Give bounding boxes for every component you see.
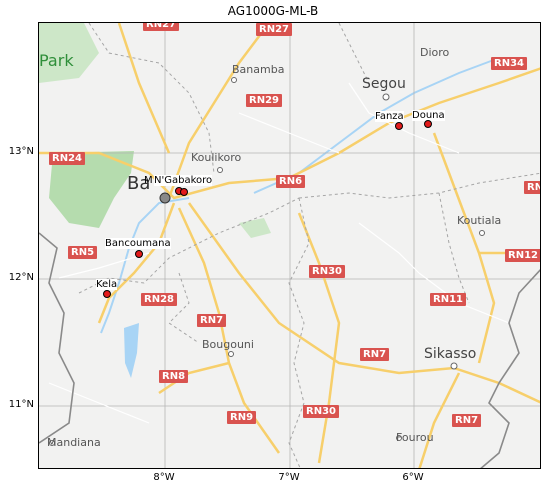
bougouni-label: Bougouni bbox=[202, 338, 254, 351]
site-label-fanzana: Fanza bbox=[375, 111, 404, 122]
road-shield: RN bbox=[524, 181, 540, 194]
x-tick-label: 6°W bbox=[402, 472, 424, 483]
map-title: AG1000G-ML-B bbox=[227, 4, 319, 18]
road-shield: RN11 bbox=[430, 293, 466, 306]
site-marker-ngabakoro-2[interactable] bbox=[180, 188, 188, 196]
road-shield: RN27 bbox=[143, 23, 179, 31]
road-shield: RN29 bbox=[246, 94, 282, 107]
sikasso-label: Sikasso bbox=[424, 346, 477, 362]
site-marker-douna[interactable] bbox=[424, 120, 432, 128]
river bbox=[100, 197, 190, 334]
map-panel[interactable]: Park Banamba Segou Dioro Koulikoro Ba Ko… bbox=[38, 22, 541, 469]
graticule bbox=[39, 23, 540, 468]
lake bbox=[124, 323, 139, 378]
y-tick-label: 12°N bbox=[8, 272, 34, 283]
site-label-bancoumana: Bancoumana bbox=[105, 238, 171, 249]
road-shield: RN8 bbox=[159, 370, 189, 383]
x-tick-label: 7°W bbox=[278, 472, 300, 483]
road-shield: RN27 bbox=[256, 23, 292, 36]
road-shield: RN12 bbox=[505, 249, 540, 262]
road-shield: RN30 bbox=[303, 405, 339, 418]
road-shield: RN30 bbox=[309, 265, 345, 278]
fourou-label: Fourou bbox=[396, 431, 434, 444]
dioro-label: Dioro bbox=[420, 46, 450, 59]
country-borders bbox=[39, 232, 540, 468]
road-shield: RN24 bbox=[49, 152, 85, 165]
minor-roads bbox=[48, 82, 510, 424]
road-shield: RN6 bbox=[276, 175, 306, 188]
road-shield: RN28 bbox=[141, 293, 177, 306]
site-marker-fanzana[interactable] bbox=[395, 122, 403, 130]
town-symbols bbox=[49, 77, 485, 446]
koulikoro-label: Koulikoro bbox=[191, 151, 242, 164]
road-shield: RN5 bbox=[68, 246, 98, 259]
road-shield: RN7 bbox=[452, 414, 482, 427]
park-label: Park bbox=[39, 51, 74, 70]
bamako-label: Ba bbox=[127, 173, 151, 194]
mandiana-label: Mandiana bbox=[47, 436, 101, 449]
forest-patch bbox=[239, 218, 271, 238]
road-shield: RN34 bbox=[491, 57, 527, 70]
y-tick-label: 11°N bbox=[8, 399, 34, 410]
site-label-ngabakoro: N'Gabakoro bbox=[154, 175, 213, 186]
road-shield: RN7 bbox=[197, 314, 227, 327]
region-borders bbox=[78, 23, 540, 468]
banamba-label: Banamba bbox=[232, 63, 285, 76]
site-marker-bancoumana[interactable] bbox=[135, 250, 143, 258]
site-marker-kela[interactable] bbox=[103, 290, 111, 298]
x-tick-label: 8°W bbox=[153, 472, 175, 483]
koutiala-label: Koutiala bbox=[457, 214, 502, 227]
site-label-m: M bbox=[144, 175, 153, 186]
road-shield: RN7 bbox=[360, 348, 390, 361]
site-label-kela: Kela bbox=[96, 279, 118, 290]
park-area-2 bbox=[49, 151, 134, 228]
site-label-douna: Douna bbox=[412, 110, 445, 121]
y-tick-label: 13°N bbox=[8, 146, 34, 157]
segou-label: Segou bbox=[362, 76, 406, 92]
road-shield: RN9 bbox=[227, 411, 257, 424]
park-area bbox=[39, 23, 99, 83]
